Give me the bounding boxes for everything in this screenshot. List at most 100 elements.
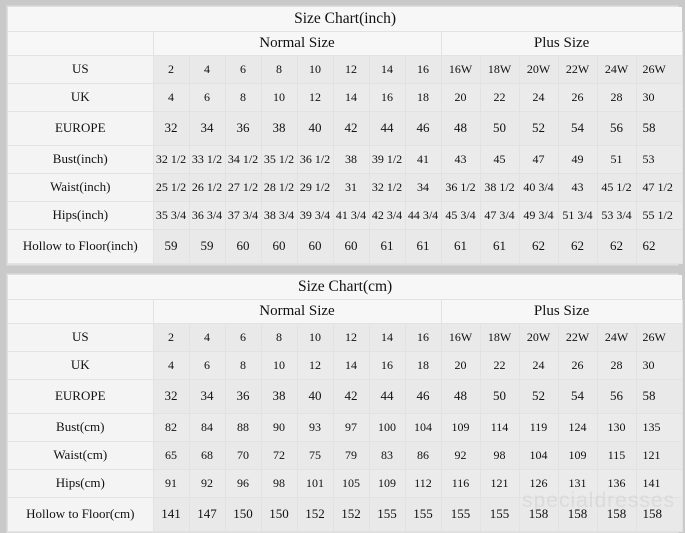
cell: 50 <box>479 379 520 414</box>
row-label-waist: Waist(inch) <box>8 173 154 202</box>
cell: 65 <box>152 441 190 470</box>
cell: 20W <box>518 323 559 352</box>
group-header-normal-size: Normal Size <box>152 299 442 324</box>
row-label-europe: EUROPE <box>8 379 154 414</box>
cell: 39 1/2 <box>368 145 406 174</box>
table-row: Hips(cm) 91 92 96 98 101 105 109 112 116… <box>8 469 683 498</box>
cell: 52 <box>518 111 559 146</box>
cell: 86 <box>404 441 442 470</box>
chart-title: Size Chart(cm) <box>8 275 683 300</box>
cell: 34 <box>188 379 226 414</box>
cell: 38 <box>260 379 298 414</box>
cell: 96 <box>224 469 262 498</box>
chart-title: Size Chart(inch) <box>8 7 683 32</box>
cell: 56 <box>596 111 637 146</box>
cell: 4 <box>152 83 190 112</box>
chart-group-header-row: Normal Size Plus Size <box>8 299 683 324</box>
cell: 46 <box>404 111 442 146</box>
row-label-hollow-to-floor: Hollow to Floor(inch) <box>8 229 154 264</box>
cell: 126 <box>518 469 559 498</box>
cell: 75 <box>296 441 334 470</box>
cell: 24 <box>518 351 559 380</box>
cell: 90 <box>260 413 298 442</box>
cell: 4 <box>188 323 226 352</box>
cell: 84 <box>188 413 226 442</box>
cell: 62 <box>596 229 637 264</box>
cell: 10 <box>296 323 334 352</box>
cell: 59 <box>152 229 190 264</box>
cell: 93 <box>296 413 334 442</box>
cell: 135 <box>635 413 683 442</box>
cell: 124 <box>557 413 598 442</box>
cell: 114 <box>479 413 520 442</box>
cell: 8 <box>260 323 298 352</box>
cell: 53 <box>635 145 683 174</box>
row-label-hips: Hips(cm) <box>8 469 154 498</box>
table-row: UK 4 6 8 10 12 14 16 18 20 22 24 26 28 3… <box>8 351 683 380</box>
cell: 46 <box>404 379 442 414</box>
cell: 54 <box>557 111 598 146</box>
cell: 45 <box>479 145 520 174</box>
table-row: EUROPE 32 34 36 38 40 42 44 46 48 50 52 … <box>8 379 683 414</box>
cell: 41 <box>404 145 442 174</box>
table-row: Bust(inch) 32 1/2 33 1/2 34 1/2 35 1/2 3… <box>8 145 683 174</box>
cell: 60 <box>224 229 262 264</box>
cell: 16W <box>440 55 481 84</box>
cell: 37 3/4 <box>224 201 262 230</box>
cell: 56 <box>596 379 637 414</box>
cell: 54 <box>557 379 598 414</box>
cell: 30 <box>635 351 683 380</box>
cell: 115 <box>596 441 637 470</box>
cell: 109 <box>368 469 406 498</box>
cell: 61 <box>368 229 406 264</box>
cell: 88 <box>224 413 262 442</box>
cell: 48 <box>440 111 481 146</box>
cell: 26 <box>557 83 598 112</box>
cell: 34 1/2 <box>224 145 262 174</box>
cell: 16 <box>404 323 442 352</box>
cell: 92 <box>188 469 226 498</box>
cell: 100 <box>368 413 406 442</box>
cell: 91 <box>152 469 190 498</box>
row-label-hollow-to-floor: Hollow to Floor(cm) <box>8 497 154 532</box>
cell: 43 <box>557 173 598 202</box>
cell: 27 1/2 <box>224 173 262 202</box>
cell: 155 <box>404 497 442 532</box>
cell: 44 3/4 <box>404 201 442 230</box>
cell: 41 3/4 <box>332 201 370 230</box>
cell: 92 <box>440 441 481 470</box>
size-chart-inch-table: Size Chart(inch) Normal Size Plus Size U… <box>8 7 683 264</box>
cell: 8 <box>260 55 298 84</box>
cell: 130 <box>596 413 637 442</box>
row-label-us: US <box>8 55 154 84</box>
cell: 29 1/2 <box>296 173 334 202</box>
cell: 16 <box>368 83 406 112</box>
cell: 14 <box>368 323 406 352</box>
cell: 20W <box>518 55 559 84</box>
row-label-uk: UK <box>8 351 154 380</box>
chart-title-row: Size Chart(inch) <box>8 7 683 32</box>
cell: 104 <box>404 413 442 442</box>
cell: 32 <box>152 111 190 146</box>
cell: 14 <box>332 83 370 112</box>
cell: 158 <box>518 497 559 532</box>
cell: 59 <box>188 229 226 264</box>
cell: 152 <box>296 497 334 532</box>
cell: 18W <box>479 323 520 352</box>
table-row: US 2 4 6 8 10 12 14 16 16W 18W 20W 22W 2… <box>8 55 683 84</box>
cell: 6 <box>188 83 226 112</box>
cell: 38 <box>260 111 298 146</box>
cell: 136 <box>596 469 637 498</box>
cell: 26 1/2 <box>188 173 226 202</box>
cell: 53 3/4 <box>596 201 637 230</box>
cell: 152 <box>332 497 370 532</box>
group-header-plus-size: Plus Size <box>440 299 683 324</box>
cell: 24W <box>596 55 637 84</box>
cell: 25 1/2 <box>152 173 190 202</box>
cell: 121 <box>479 469 520 498</box>
cell: 61 <box>404 229 442 264</box>
cell: 47 3/4 <box>479 201 520 230</box>
cell: 36 1/2 <box>440 173 481 202</box>
cell: 97 <box>332 413 370 442</box>
row-label-europe: EUROPE <box>8 111 154 146</box>
